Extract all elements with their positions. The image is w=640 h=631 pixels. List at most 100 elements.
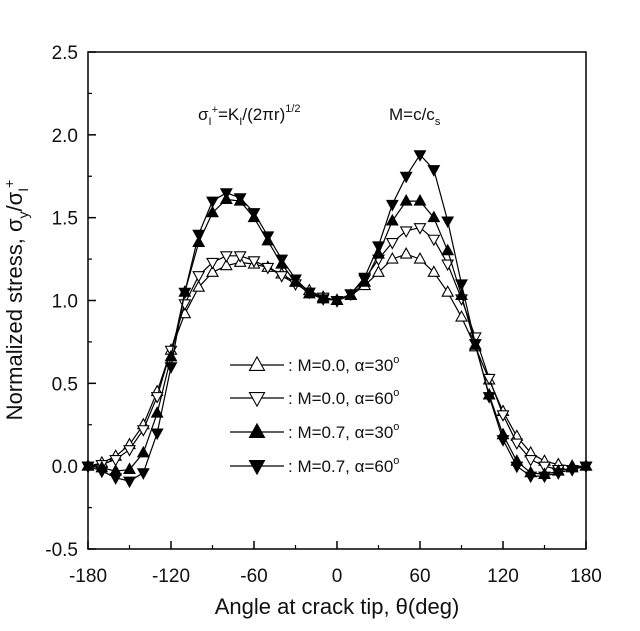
data-point-marker	[136, 445, 150, 458]
data-point-marker	[219, 188, 233, 200]
data-point-marker	[441, 216, 455, 229]
data-point-marker	[123, 462, 136, 474]
data-point-marker	[123, 476, 136, 489]
sigma-symbol: σ	[198, 105, 209, 124]
data-point-marker	[248, 460, 266, 476]
data-point-marker	[233, 193, 247, 205]
data-point-marker	[496, 410, 510, 422]
data-point-marker	[206, 265, 219, 277]
data-point-marker	[413, 150, 427, 162]
legend-entry-2: : M=0.0, α=60o	[230, 387, 399, 408]
data-point-marker	[399, 247, 413, 259]
data-point-marker	[164, 349, 178, 362]
mach-definition-annotation: M=c/cs	[389, 105, 441, 128]
y-tick-label: 2.5	[52, 43, 78, 64]
x-tick-label: -120	[152, 566, 190, 587]
sigma-superscript: +	[212, 104, 218, 116]
data-point-marker	[579, 461, 593, 474]
x-tick-label: 180	[570, 566, 602, 587]
data-point-marker	[247, 208, 261, 220]
data-point-marker	[524, 455, 538, 467]
mach-text: M=c/c	[389, 105, 435, 124]
data-point-marker	[427, 165, 441, 177]
y-tick-label: -0.5	[45, 540, 78, 561]
x-tick-label: 0	[332, 566, 343, 587]
data-point-marker	[399, 226, 413, 238]
data-point-marker	[192, 280, 206, 292]
data-point-marker	[192, 271, 206, 283]
x-tick-label: 120	[487, 566, 519, 587]
legend-entry-1: : M=0.0, α=30o	[230, 354, 399, 375]
data-point-marker	[206, 196, 219, 209]
y-tick-label: 2.0	[52, 126, 78, 147]
legend-label: : M=0.0, α=60o	[288, 387, 399, 408]
data-point-marker	[385, 238, 399, 250]
data-point-marker	[248, 355, 266, 371]
data-point-marker	[275, 254, 289, 267]
mach-subscript: s	[435, 116, 441, 128]
y-tick-label: 1.0	[52, 292, 78, 313]
data-point-marker	[427, 234, 441, 247]
data-point-marker	[524, 471, 538, 484]
data-point-marker	[385, 213, 399, 226]
sigma-subscript: I	[209, 116, 212, 128]
y-tick-label: 1.5	[52, 209, 78, 230]
data-point-marker	[441, 285, 455, 297]
data-point-marker	[206, 257, 219, 270]
data-point-marker	[136, 425, 150, 437]
data-point-marker	[551, 468, 565, 480]
data-point-marker	[330, 295, 344, 308]
data-point-marker	[150, 428, 164, 441]
data-point-marker	[247, 256, 261, 268]
legend-entry-3: : M=0.7, α=30o	[230, 421, 399, 442]
data-point-marker	[413, 223, 427, 235]
denom-text: /(2πr)	[242, 105, 285, 124]
data-point-marker	[150, 406, 164, 418]
data-point-marker	[441, 243, 455, 256]
data-point-marker	[399, 194, 413, 206]
data-point-marker	[109, 473, 123, 485]
power-text: 1/2	[285, 103, 300, 115]
data-point-marker	[427, 210, 441, 223]
data-point-marker	[482, 392, 496, 404]
data-point-marker	[81, 461, 95, 474]
data-point-marker	[219, 258, 233, 271]
data-point-marker	[192, 229, 206, 242]
data-point-marker	[372, 241, 385, 253]
data-point-marker	[399, 171, 413, 184]
k-subscript: I	[239, 116, 242, 128]
data-point-marker	[455, 279, 468, 292]
data-point-marker	[164, 362, 178, 374]
stress-definition-annotation: σI+=KI/(2πr)1/2	[198, 103, 301, 128]
x-axis-label: Angle at crack tip, θ(deg)	[215, 594, 460, 619]
data-point-marker	[441, 259, 455, 272]
data-point-marker	[468, 339, 482, 351]
y-tick-label: 0.5	[52, 374, 78, 395]
data-point-marker	[275, 271, 289, 283]
data-point-marker	[385, 199, 399, 212]
data-point-marker	[496, 435, 510, 447]
data-point-marker	[358, 272, 372, 285]
data-point-marker	[538, 461, 551, 474]
data-point-marker	[150, 392, 164, 404]
data-point-marker	[302, 287, 316, 300]
data-point-marker	[123, 445, 136, 457]
data-point-marker	[482, 373, 496, 386]
data-point-marker	[344, 289, 358, 301]
data-point-marker	[233, 251, 247, 263]
x-tick-label: -60	[240, 566, 267, 587]
data-point-marker	[455, 309, 468, 322]
data-point-marker	[538, 471, 551, 484]
data-point-marker	[95, 466, 109, 479]
data-point-marker	[109, 455, 123, 467]
legend: : M=0.0, α=30o : M=0.0, α=60o : M=0.7, α=3…	[230, 354, 399, 476]
legend-label: : M=0.7, α=60o	[288, 455, 399, 476]
data-point-marker	[248, 422, 266, 438]
series-group	[81, 150, 593, 489]
data-point-marker	[136, 468, 150, 480]
x-tick-label: 60	[409, 566, 430, 587]
data-point-marker	[248, 392, 266, 408]
data-point-marker	[510, 438, 524, 451]
series-4	[81, 150, 593, 489]
